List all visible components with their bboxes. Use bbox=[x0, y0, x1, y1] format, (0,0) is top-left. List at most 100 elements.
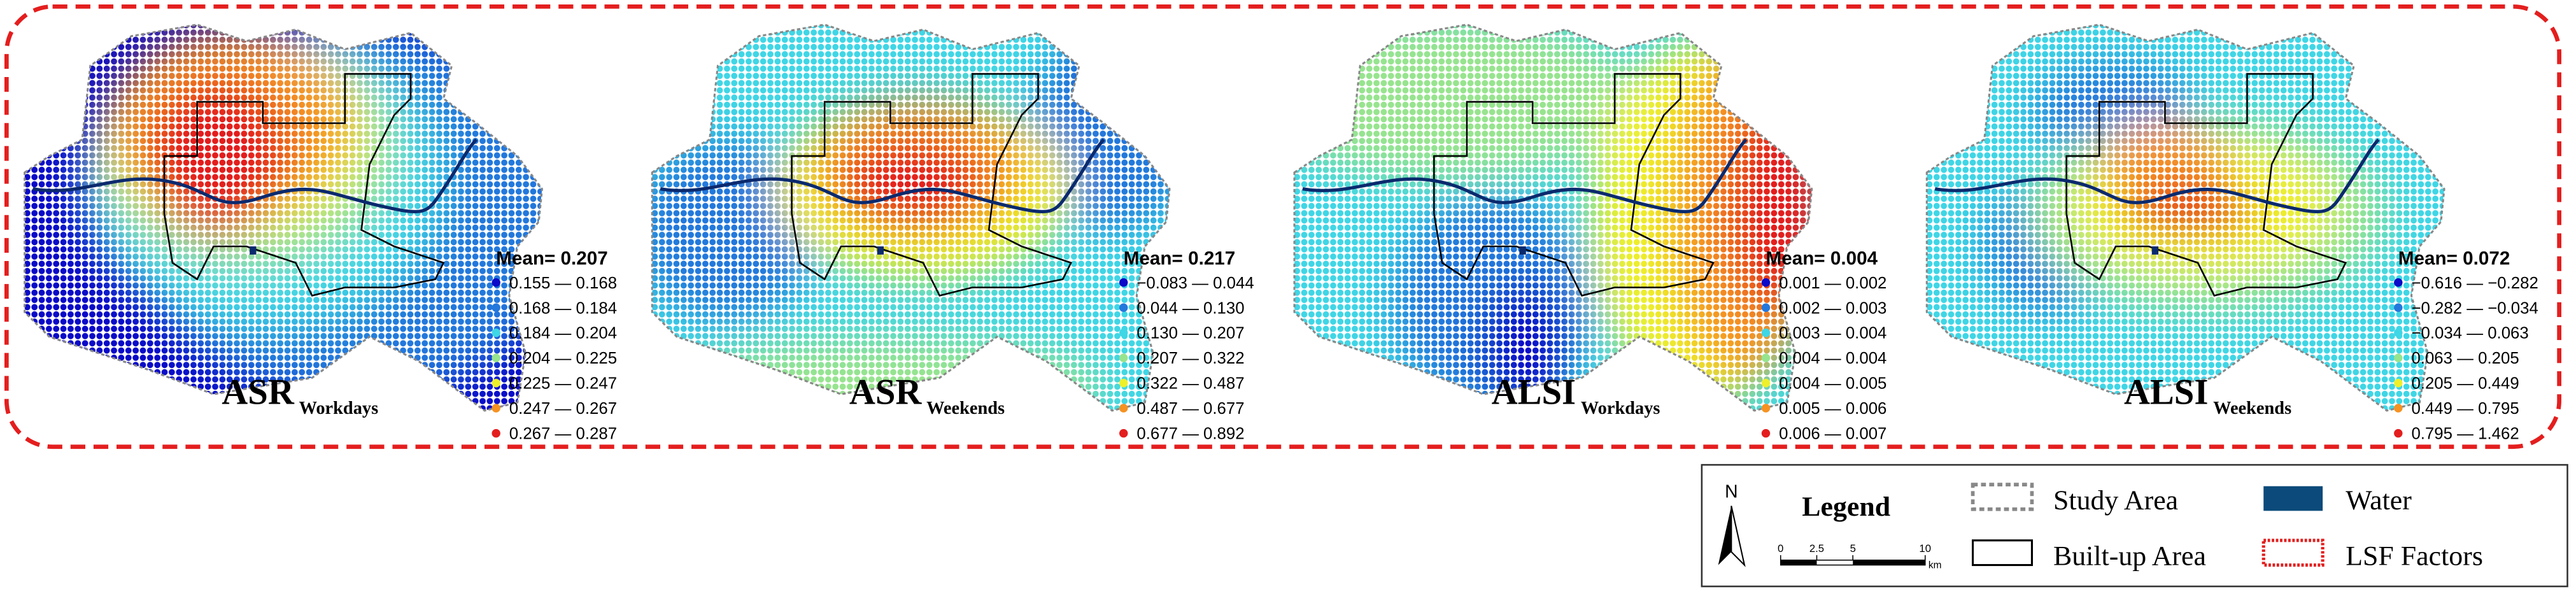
class-swatch bbox=[492, 404, 500, 413]
title-main: ALSI bbox=[1492, 372, 1576, 413]
scale-segment bbox=[1853, 560, 1925, 565]
water-body bbox=[877, 246, 884, 255]
class-swatch bbox=[1761, 303, 1771, 312]
title-subscript: Workdays bbox=[299, 399, 379, 418]
built-up-swatch bbox=[1972, 539, 2034, 567]
heat-surface bbox=[1294, 24, 1812, 411]
class-label: 0.168 — 0.184 bbox=[509, 299, 617, 317]
class-swatch bbox=[2394, 353, 2403, 362]
class-label: 0.184 — 0.204 bbox=[509, 325, 617, 343]
class-label: −0.282 — −0.034 bbox=[2411, 299, 2538, 317]
legend-item: LSF Factors bbox=[2346, 541, 2483, 572]
heat-zone bbox=[652, 139, 817, 321]
class-swatch bbox=[492, 278, 500, 287]
class-label: 0.002 — 0.003 bbox=[1779, 299, 1886, 317]
class-swatch bbox=[1761, 378, 1771, 388]
heat-zone bbox=[837, 138, 986, 230]
class-swatch bbox=[1761, 329, 1771, 337]
class-label: 0.006 — 0.007 bbox=[1779, 425, 1886, 443]
class-swatch bbox=[1761, 353, 1771, 362]
heat-surface bbox=[652, 24, 1170, 411]
title-subscript: Workdays bbox=[1581, 399, 1660, 418]
class-label: 0.063 — 0.205 bbox=[2411, 350, 2519, 367]
legend-item: Study Area bbox=[2053, 485, 2178, 516]
class-label: −0.083 — 0.044 bbox=[1136, 274, 1254, 292]
lsf-swatch bbox=[2261, 539, 2325, 567]
class-label: 0.225 — 0.247 bbox=[509, 375, 617, 393]
heat-zone bbox=[1478, 279, 1571, 411]
scale-segment bbox=[1780, 560, 1817, 565]
heat-zone bbox=[2099, 123, 2231, 206]
class-label: 0.003 — 0.004 bbox=[1779, 325, 1886, 343]
heat-zone bbox=[2120, 185, 2259, 235]
scale-tick-label: 2.5 bbox=[1809, 542, 1824, 555]
class-swatch bbox=[1119, 278, 1128, 287]
class-swatch bbox=[1119, 404, 1128, 413]
class-swatch bbox=[1119, 353, 1128, 362]
mean-label: Mean= 0.072 bbox=[2398, 248, 2510, 269]
class-label: 0.205 — 0.449 bbox=[2411, 375, 2519, 393]
title-subscript: Weekends bbox=[2213, 399, 2291, 418]
class-swatch bbox=[1761, 278, 1771, 287]
mean-label: Mean= 0.207 bbox=[496, 248, 608, 269]
built-up-outline bbox=[163, 73, 445, 297]
class-label: 0.155 — 0.168 bbox=[509, 274, 617, 292]
title-main: ASR bbox=[849, 372, 923, 413]
class-swatch bbox=[1761, 404, 1771, 413]
water-swatch bbox=[2263, 486, 2323, 511]
class-swatch bbox=[492, 329, 500, 337]
legend-box bbox=[1701, 463, 2568, 588]
heat-dots bbox=[1294, 24, 1812, 411]
legend-item: Water bbox=[2346, 485, 2412, 516]
class-swatch bbox=[2394, 303, 2403, 312]
river bbox=[1302, 138, 1748, 214]
class-label: 0.487 — 0.677 bbox=[1136, 400, 1244, 418]
class-swatch bbox=[2394, 329, 2403, 337]
class-label: 0.247 — 0.267 bbox=[509, 400, 617, 418]
heat-surface bbox=[24, 24, 542, 411]
river bbox=[32, 138, 478, 214]
scale-tick-label: 10 bbox=[1919, 542, 1931, 555]
panel-title: ALSI Workdays bbox=[1492, 372, 1660, 418]
class-swatch bbox=[492, 428, 500, 438]
class-label: 0.449 — 0.795 bbox=[2411, 400, 2519, 418]
class-label: 0.322 — 0.487 bbox=[1136, 375, 1244, 393]
panel-title: ASR Weekends bbox=[849, 372, 1005, 418]
title-main: ALSI bbox=[2124, 372, 2208, 413]
heat-zone bbox=[1079, 24, 1170, 107]
class-label: 0.267 — 0.287 bbox=[509, 425, 617, 443]
river bbox=[1934, 138, 2380, 214]
north-label: N bbox=[1725, 482, 1737, 502]
scale-tick-label: 0 bbox=[1778, 542, 1783, 555]
title-main: ASR bbox=[222, 372, 295, 413]
legend-item: Built-up Area bbox=[2053, 541, 2206, 572]
class-label: 0.004 — 0.005 bbox=[1779, 375, 1886, 393]
heat-dots bbox=[24, 24, 542, 411]
class-swatch bbox=[492, 378, 500, 388]
class-label: 0.044 — 0.130 bbox=[1136, 299, 1244, 317]
water-body bbox=[2151, 246, 2159, 255]
heat-dots bbox=[1927, 24, 2445, 411]
water-body bbox=[250, 246, 257, 255]
map-panel: ALSI Workdays Mean= 0.004 0.001 — 0.002 0.00… bbox=[1293, 24, 1886, 443]
map-panel: ASR Workdays Mean= 0.207 0.155 — 0.168 0.168… bbox=[24, 24, 617, 443]
heat-dots bbox=[652, 24, 1170, 411]
class-label: 0.677 — 0.892 bbox=[1136, 425, 1244, 443]
scale-tick-label: 5 bbox=[1850, 542, 1856, 555]
class-label: −0.616 — −0.282 bbox=[2411, 274, 2538, 292]
heat-blobs bbox=[1984, 62, 2387, 313]
legend-title: Legend bbox=[1802, 491, 1890, 522]
mean-label: Mean= 0.004 bbox=[1766, 248, 1878, 269]
class-swatch bbox=[2394, 278, 2403, 287]
north-arrow-half bbox=[1730, 505, 1746, 567]
panel-title: ALSI Weekends bbox=[2124, 372, 2291, 418]
heat-zone bbox=[143, 77, 291, 235]
class-label: 0.204 — 0.225 bbox=[509, 350, 617, 367]
heat-surface bbox=[1927, 24, 2445, 411]
class-swatch bbox=[1119, 378, 1128, 388]
class-swatch bbox=[1119, 428, 1128, 438]
class-swatch bbox=[1761, 428, 1771, 438]
river bbox=[660, 138, 1105, 214]
